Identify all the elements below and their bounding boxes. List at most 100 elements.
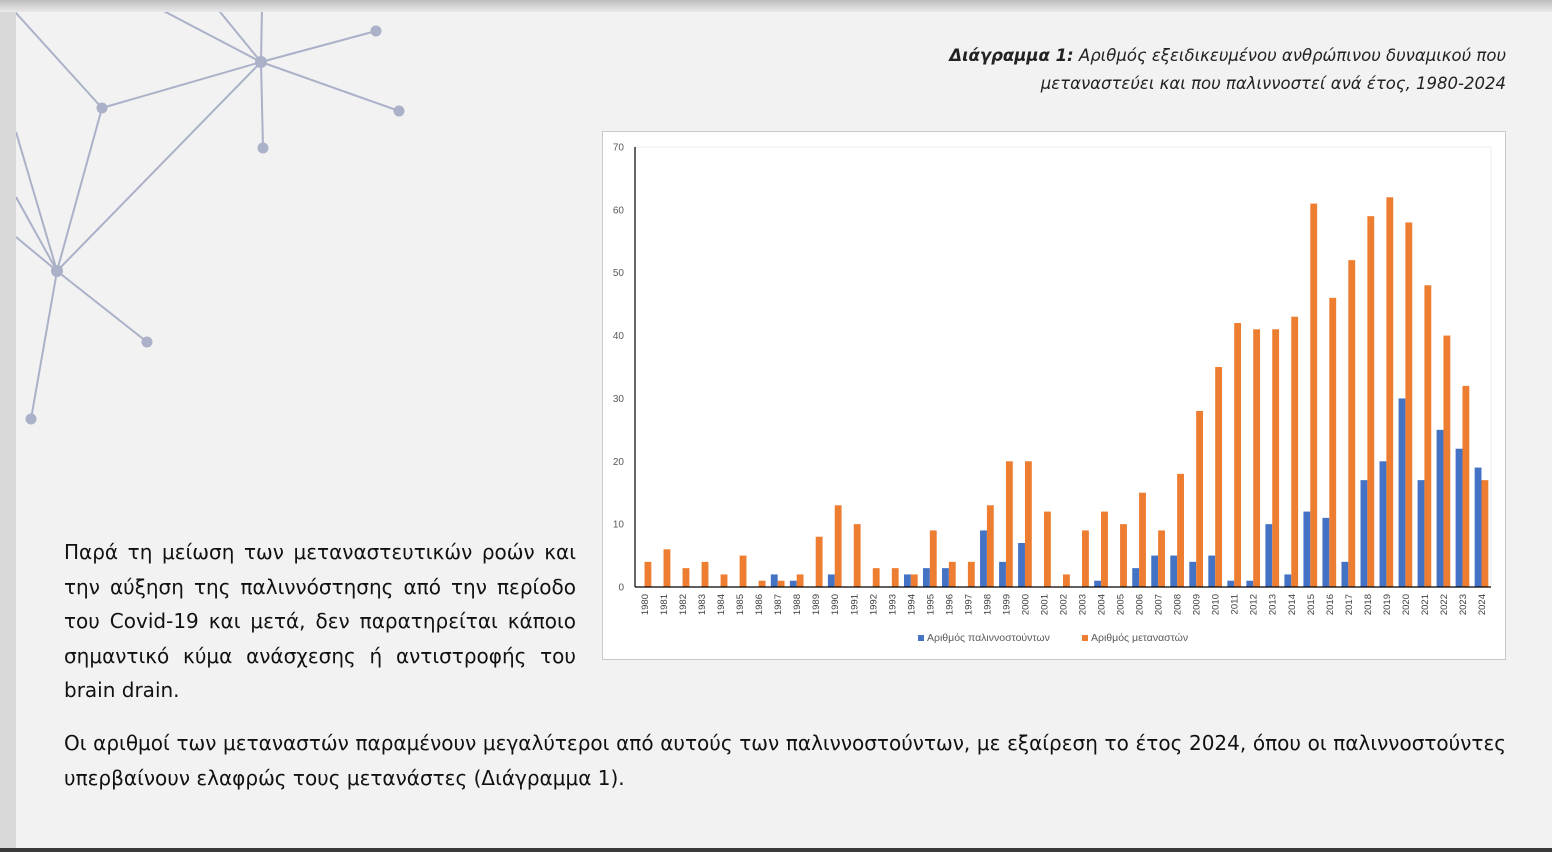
bar-returnees	[1170, 555, 1178, 587]
bar-emigrants	[1272, 329, 1280, 587]
bar-returnees	[1360, 480, 1368, 587]
network-line	[16, 12, 103, 109]
bar-emigrants	[1405, 222, 1413, 587]
y-tick-label: 60	[613, 205, 625, 216]
bar-emigrants	[1177, 473, 1184, 587]
x-tick-label: 1989	[811, 594, 822, 615]
bar-emigrants	[720, 574, 728, 587]
bar-emigrants	[1462, 385, 1470, 587]
x-tick-label: 1984	[716, 594, 727, 615]
x-tick-label: 2004	[1097, 594, 1108, 615]
y-tick-label: 10	[613, 520, 625, 531]
top-shadow	[0, 0, 1552, 12]
bar-returnees	[1379, 461, 1387, 587]
network-node	[393, 105, 405, 117]
bar-returnees	[1151, 555, 1159, 587]
network-node	[141, 336, 153, 348]
bar-returnees	[1341, 561, 1349, 587]
bar-returnees	[1474, 467, 1482, 587]
bar-returnees	[770, 574, 778, 587]
bar-returnees	[1398, 398, 1406, 587]
bar-emigrants	[1005, 461, 1013, 587]
network-line	[16, 196, 58, 272]
x-tick-label: 1995	[925, 594, 936, 615]
bar-returnees	[1455, 448, 1463, 587]
bar-emigrants	[1215, 367, 1223, 587]
x-tick-label: 2010	[1211, 594, 1222, 615]
x-tick-label: 2018	[1363, 594, 1374, 615]
bar-returnees	[999, 561, 1006, 587]
paragraph-1: Παρά τη μείωση των μεταναστευτικών ροών …	[64, 540, 576, 702]
network-line	[16, 236, 58, 272]
x-tick-label: 2023	[1458, 594, 1469, 615]
bar-emigrants	[796, 574, 804, 587]
bar-returnees	[1284, 574, 1292, 587]
bar-emigrants	[853, 524, 861, 587]
bar-emigrants	[1101, 511, 1108, 587]
network-line	[56, 107, 103, 272]
network-line	[260, 61, 264, 149]
x-tick-label: 2016	[1325, 594, 1336, 615]
network-decoration-icon	[16, 12, 405, 425]
x-tick-label: 1980	[640, 594, 651, 615]
network-node	[51, 265, 63, 277]
bar-emigrants	[1481, 480, 1489, 587]
x-tick-label: 2021	[1420, 594, 1431, 615]
bar-emigrants	[1443, 335, 1451, 587]
bar-returnees	[1322, 517, 1330, 587]
y-tick-label: 30	[613, 394, 625, 405]
bar-emigrants	[1367, 216, 1375, 587]
bar-returnees	[1265, 524, 1273, 587]
x-tick-label: 2007	[1154, 594, 1165, 615]
x-tick-label: 2002	[1059, 594, 1070, 615]
bar-emigrants	[834, 505, 842, 587]
bar-returnees	[1094, 580, 1102, 587]
bar-emigrants	[1082, 530, 1089, 587]
bar-emigrants	[663, 549, 671, 587]
y-tick-label: 40	[613, 331, 625, 342]
y-tick-label: 20	[613, 457, 625, 468]
x-tick-label: 1990	[830, 594, 841, 615]
bar-emigrants	[682, 568, 690, 587]
y-tick-label: 50	[613, 268, 625, 279]
network-line	[260, 12, 263, 63]
bar-emigrants	[948, 561, 956, 587]
bar-emigrants	[967, 561, 975, 587]
bar-returnees	[1417, 480, 1425, 587]
bar-emigrants	[1043, 511, 1051, 587]
legend-swatch	[918, 635, 924, 641]
bar-emigrants	[1234, 323, 1242, 587]
caption-prefix: Διάγραμμα 1:	[949, 46, 1074, 65]
x-tick-label: 2005	[1116, 594, 1127, 615]
bar-emigrants	[891, 568, 899, 587]
x-tick-label: 1997	[963, 594, 974, 615]
x-tick-label: 2000	[1020, 594, 1031, 615]
x-tick-label: 1982	[678, 594, 689, 615]
x-tick-label: 1981	[659, 594, 670, 615]
x-tick-label: 2014	[1287, 594, 1298, 615]
network-line	[56, 270, 148, 343]
x-tick-label: 2024	[1477, 594, 1488, 615]
legend-label: Αριθμός μεταναστών	[1091, 632, 1188, 644]
bar-returnees	[1132, 568, 1140, 587]
network-line	[260, 61, 400, 112]
bar-returnees	[1208, 555, 1216, 587]
network-line	[16, 131, 58, 272]
bar-returnees	[903, 574, 911, 587]
network-node	[257, 142, 269, 154]
x-tick-label: 1983	[697, 594, 708, 615]
bar-emigrants	[986, 505, 994, 587]
x-tick-label: 1988	[792, 594, 803, 615]
bar-returnees	[827, 574, 835, 587]
bar-returnees	[1227, 580, 1235, 587]
network-line	[101, 61, 262, 109]
x-tick-label: 1994	[906, 594, 917, 615]
bar-emigrants	[1253, 329, 1261, 587]
network-node	[96, 102, 108, 114]
network-node	[255, 56, 267, 68]
x-tick-label: 1999	[1001, 594, 1012, 615]
x-tick-label: 1991	[849, 594, 860, 615]
x-tick-label: 2017	[1344, 594, 1355, 615]
x-tick-label: 1992	[868, 594, 879, 615]
bar-emigrants	[701, 561, 709, 587]
